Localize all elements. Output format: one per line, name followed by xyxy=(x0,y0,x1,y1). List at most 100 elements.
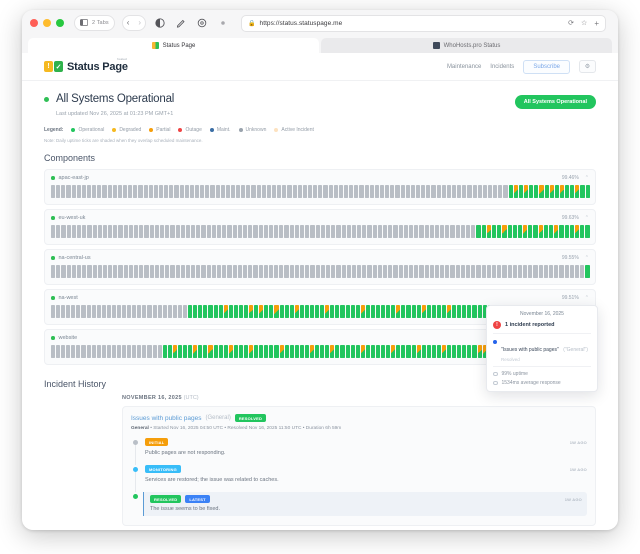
uptime-tick[interactable] xyxy=(148,185,153,198)
uptime-tick[interactable] xyxy=(200,185,205,198)
uptime-tick[interactable] xyxy=(436,185,441,198)
uptime-tick[interactable] xyxy=(574,265,580,278)
chevron-up-icon[interactable]: ⌃ xyxy=(584,295,589,301)
uptime-tick[interactable] xyxy=(238,345,243,358)
uptime-tick[interactable] xyxy=(377,225,382,238)
minimize-window-button[interactable] xyxy=(43,19,51,27)
uptime-tick[interactable] xyxy=(512,225,517,238)
uptime-tick[interactable] xyxy=(457,345,462,358)
uptime-tick[interactable] xyxy=(162,345,167,358)
uptime-tick[interactable] xyxy=(82,265,87,278)
uptime-tick[interactable] xyxy=(81,185,86,198)
uptime-tick[interactable] xyxy=(81,305,86,318)
uptime-tick[interactable] xyxy=(61,265,66,278)
uptime-tick[interactable] xyxy=(320,345,325,358)
uptime-tick[interactable] xyxy=(228,305,233,318)
uptime-tick[interactable] xyxy=(349,185,354,198)
uptime-tick[interactable] xyxy=(127,345,132,358)
uptime-tick[interactable] xyxy=(82,225,87,238)
uptime-tick[interactable] xyxy=(274,225,279,238)
uptime-tick[interactable] xyxy=(335,345,340,358)
uptime-tick[interactable] xyxy=(411,305,416,318)
subscribe-button[interactable]: Subscribe xyxy=(523,59,570,74)
uptime-tick[interactable] xyxy=(564,265,569,278)
uptime-tick[interactable] xyxy=(102,265,108,278)
uptime-tick[interactable] xyxy=(340,345,345,358)
uptime-tick[interactable] xyxy=(118,225,123,238)
uptime-tick[interactable] xyxy=(76,265,82,278)
uptime-tick[interactable] xyxy=(445,265,450,278)
uptime-tick[interactable] xyxy=(481,265,486,278)
brand-logo[interactable]: ! ✓ Status Page hosted xyxy=(44,57,128,73)
uptime-tick[interactable] xyxy=(585,225,590,238)
uptime-tick[interactable] xyxy=(336,225,341,238)
uptime-tick[interactable] xyxy=(403,225,408,238)
uptime-tick[interactable] xyxy=(193,345,198,358)
uptime-tick[interactable] xyxy=(424,265,429,278)
uptime-tick[interactable] xyxy=(264,305,269,318)
uptime-tick[interactable] xyxy=(309,345,315,358)
uptime-tick[interactable] xyxy=(486,225,491,238)
uptime-tick[interactable] xyxy=(66,185,71,198)
uptime-tick[interactable] xyxy=(56,225,61,238)
uptime-tick[interactable] xyxy=(331,225,336,238)
uptime-tick[interactable] xyxy=(258,225,263,238)
uptime-tick[interactable] xyxy=(374,185,379,198)
uptime-tick[interactable] xyxy=(268,265,274,278)
uptime-tick[interactable] xyxy=(331,265,336,278)
uptime-tick[interactable] xyxy=(227,265,232,278)
bookmark-icon[interactable]: ☆ xyxy=(581,20,588,27)
uptime-tick[interactable] xyxy=(138,185,143,198)
uptime-tick[interactable] xyxy=(164,185,169,198)
uptime-tick[interactable] xyxy=(431,305,436,318)
uptime-tick[interactable] xyxy=(330,305,335,318)
uptime-tick[interactable] xyxy=(249,305,254,318)
uptime-tick[interactable] xyxy=(325,305,330,318)
uptime-tick[interactable] xyxy=(367,265,372,278)
uptime-tick[interactable] xyxy=(113,265,118,278)
uptime-tick[interactable] xyxy=(315,265,320,278)
uptime-tick[interactable] xyxy=(56,265,61,278)
uptime-tick[interactable] xyxy=(429,265,434,278)
address-bar[interactable]: 🔒 https://status.statuspage.me ⟳ ☆ + xyxy=(241,14,606,32)
uptime-tick[interactable] xyxy=(528,225,533,238)
uptime-tick[interactable] xyxy=(211,225,216,238)
uptime-tick[interactable] xyxy=(341,265,346,278)
uptime-tick[interactable] xyxy=(294,345,299,358)
uptime-tick[interactable] xyxy=(364,185,369,198)
uptime-tick[interactable] xyxy=(518,185,523,198)
uptime-tick[interactable] xyxy=(304,305,309,318)
uptime-tick[interactable] xyxy=(153,185,158,198)
uptime-tick[interactable] xyxy=(350,345,355,358)
uptime-tick[interactable] xyxy=(493,185,498,198)
uptime-tick[interactable] xyxy=(472,185,477,198)
uptime-tick[interactable] xyxy=(554,225,559,238)
uptime-tick[interactable] xyxy=(482,345,487,358)
uptime-tick[interactable] xyxy=(149,225,154,238)
uptime-tick[interactable] xyxy=(96,305,101,318)
uptime-tick[interactable] xyxy=(294,225,299,238)
uptime-tick[interactable] xyxy=(61,185,66,198)
uptime-tick[interactable] xyxy=(170,265,175,278)
uptime-tick[interactable] xyxy=(398,225,403,238)
uptime-tick[interactable] xyxy=(56,345,61,358)
uptime-tick[interactable] xyxy=(51,185,56,198)
uptime-tick[interactable] xyxy=(246,185,251,198)
uptime-tick[interactable] xyxy=(86,345,91,358)
uptime-tick[interactable] xyxy=(159,265,165,278)
uptime-tick[interactable] xyxy=(218,345,223,358)
uptime-tick[interactable] xyxy=(300,265,305,278)
uptime-tick[interactable] xyxy=(376,305,381,318)
uptime-tick[interactable] xyxy=(223,345,228,358)
uptime-tick[interactable] xyxy=(431,345,436,358)
uptime-tick[interactable] xyxy=(502,225,507,238)
uptime-tick[interactable] xyxy=(315,345,320,358)
uptime-tick[interactable] xyxy=(416,345,421,358)
uptime-tick[interactable] xyxy=(106,305,111,318)
uptime-tick[interactable] xyxy=(299,345,304,358)
uptime-tick[interactable] xyxy=(123,225,128,238)
uptime-tick[interactable] xyxy=(128,265,133,278)
uptime-tick[interactable] xyxy=(467,345,472,358)
uptime-tick[interactable] xyxy=(61,305,66,318)
uptime-tick[interactable] xyxy=(158,185,164,198)
